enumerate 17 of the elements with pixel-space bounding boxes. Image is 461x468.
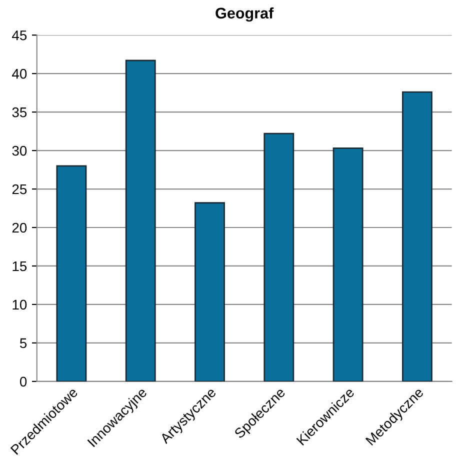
bar [56,165,87,382]
y-tick-label: 20 [12,222,27,233]
y-tick-label: 45 [12,30,27,40]
y-tick-label: 0 [20,376,27,387]
bar [194,202,225,382]
y-tick-label: 35 [12,107,27,118]
y-tick-label: 5 [20,338,27,348]
bar [264,132,294,382]
y-tick-label: 10 [12,300,27,310]
bar [402,91,432,382]
chart-title: Geograf [216,7,274,22]
y-tick-label: 15 [12,261,27,272]
y-tick-label: 25 [12,184,27,194]
bar [125,60,156,382]
y-tick-label: 30 [12,146,27,156]
y-tick-label: 40 [12,68,27,79]
bar [332,148,364,382]
